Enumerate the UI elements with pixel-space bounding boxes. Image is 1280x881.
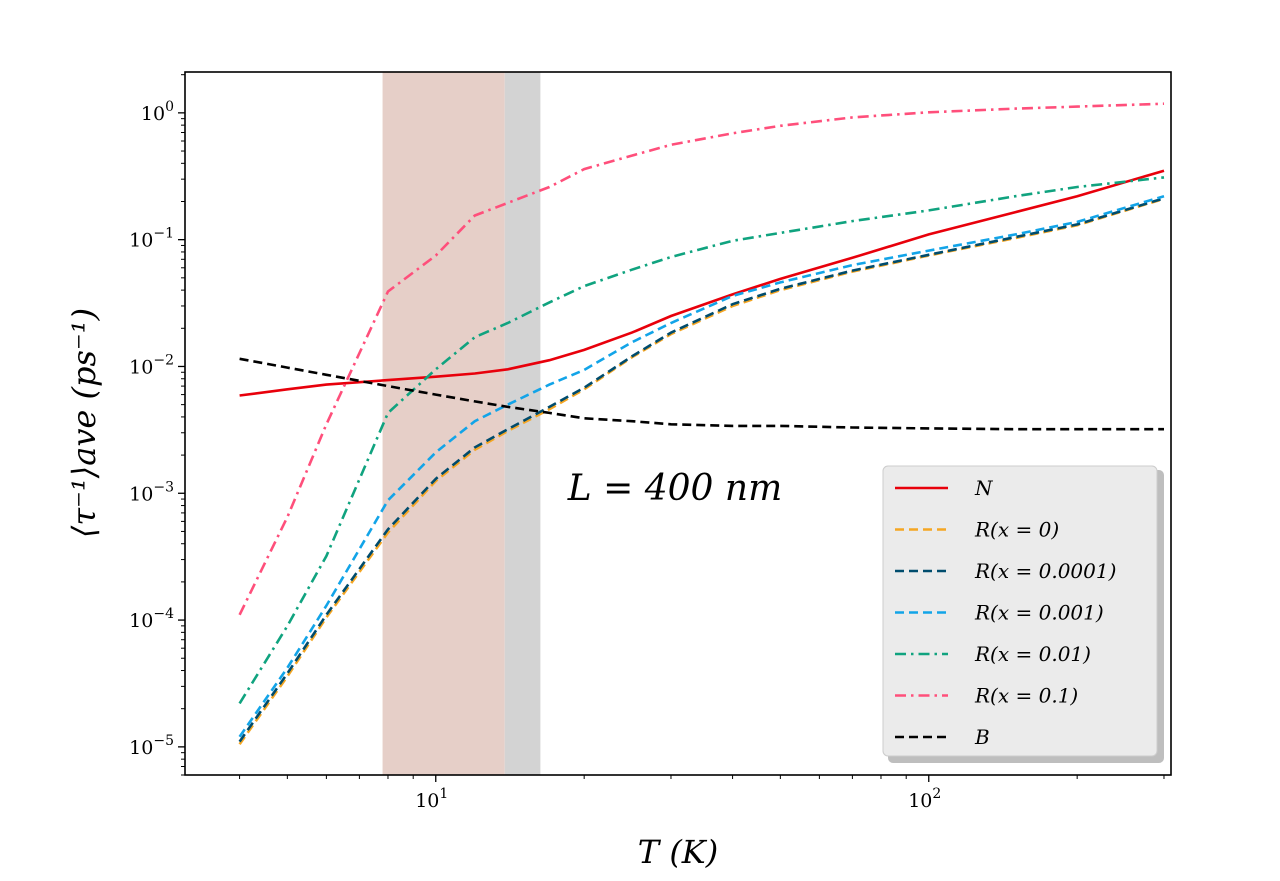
series-line-4 bbox=[238, 176, 1165, 705]
series-line-1 bbox=[238, 197, 1165, 745]
x-tick-label-1: 102 bbox=[908, 786, 941, 812]
y-axis-title: ⟨τ⁻¹⟩ave (ps⁻¹) bbox=[65, 308, 103, 538]
shaded-region-0 bbox=[382, 72, 505, 775]
legend-label-4: R(x = 0.01) bbox=[974, 642, 1091, 666]
y-tick-label-2: 10−3 bbox=[129, 479, 174, 505]
x-axis-ticks: 101 102 bbox=[239, 775, 1165, 812]
legend-label-0: N bbox=[974, 476, 994, 500]
legend-label-1: R(x = 0) bbox=[974, 518, 1059, 542]
series-line-2 bbox=[238, 197, 1165, 743]
series-lines bbox=[238, 102, 1165, 745]
legend-label-2: R(x = 0.0001) bbox=[974, 559, 1116, 583]
shaded-regions bbox=[382, 72, 541, 775]
y-tick-label-5: 100 bbox=[141, 99, 174, 125]
shaded-region-1 bbox=[504, 72, 541, 775]
series-line-5 bbox=[238, 102, 1165, 616]
annotation-label: L = 400 nm bbox=[567, 468, 782, 509]
y-axis-ticks: 10−5 10−4 10−3 10−2 10−1 100 bbox=[129, 74, 185, 776]
series-line-6 bbox=[239, 357, 1164, 431]
plot-frame bbox=[184, 71, 1172, 776]
y-tick-label-0: 10−5 bbox=[129, 733, 174, 759]
legend-label-3: R(x = 0.001) bbox=[974, 601, 1104, 625]
legend: N R(x = 0) R(x = 0.0001) R(x = 0.001) R(x = … bbox=[882, 465, 1164, 763]
y-tick-label-3: 10−2 bbox=[129, 352, 174, 378]
x-tick-label-0: 101 bbox=[415, 786, 448, 812]
y-tick-label-4: 10−1 bbox=[129, 226, 174, 252]
legend-label-6: B bbox=[974, 725, 990, 749]
y-tick-label-1: 10−4 bbox=[129, 606, 174, 632]
legend-label-5: R(x = 0.1) bbox=[974, 684, 1078, 708]
legend-items: N R(x = 0) R(x = 0.0001) R(x = 0.001) R(x = … bbox=[895, 476, 1116, 749]
series-line-3 bbox=[238, 194, 1165, 738]
series-line-0 bbox=[239, 169, 1165, 397]
x-axis-title: T (K) bbox=[638, 833, 718, 871]
legend-box bbox=[882, 465, 1158, 757]
